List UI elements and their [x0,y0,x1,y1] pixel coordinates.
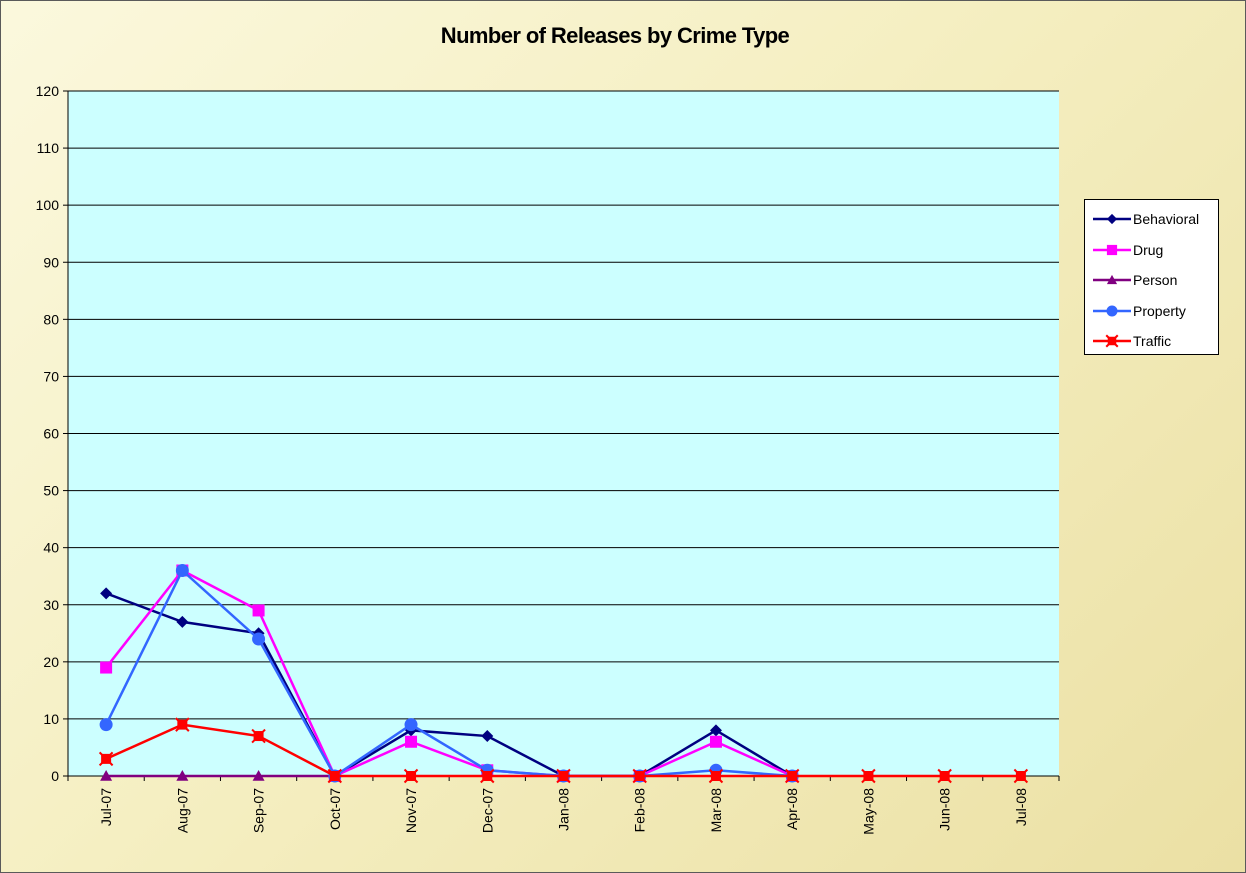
data-point [176,615,189,628]
legend-label: Traffic [1133,333,1172,349]
y-tick-label: 80 [43,311,59,327]
y-tick-label: 90 [43,254,59,270]
data-point [100,770,113,781]
legend-item: Person [1091,269,1217,291]
data-point [252,632,266,646]
chart-title: Number of Releases by Crime Type [440,23,790,48]
legend-label: Drug [1133,241,1164,258]
legend-item: Property [1091,300,1217,322]
y-tick-label: 110 [37,140,60,156]
x-tick-label: Apr-08 [784,788,800,830]
legend-label: Person [1133,272,1178,288]
x-tick-label: Dec-07 [479,788,495,833]
legend-swatch [1093,213,1131,225]
data-point [632,768,647,784]
data-point [403,768,419,784]
y-tick-label: 30 [43,597,59,613]
data-point [252,604,265,617]
data-point [937,768,952,784]
data-point [251,728,266,744]
data-point [175,717,190,732]
series-line [104,568,793,778]
x-tick-label: Nov-07 [403,788,419,833]
legend: Behavioral Drug Person Property Traffic [1084,199,1219,355]
legend-swatch [1093,334,1131,348]
data-point [709,735,722,748]
y-tick-label: 40 [43,540,59,556]
data-point [404,718,418,732]
x-tick-labels: Jul-07 Aug-07 Sep-07 Oct-07 Nov-07 Dec-07 Jan-… [98,788,1029,835]
legend-label: Property [1133,302,1186,319]
data-point [405,735,418,748]
data-point [784,768,800,784]
data-point [1106,304,1118,317]
legend-item: Traffic [1091,330,1217,352]
y-tick-label: 120 [36,83,60,99]
x-tick-label: Jan-08 [556,788,572,831]
legend-swatch [1093,304,1131,317]
y-tick-label: 50 [43,483,59,499]
data-point [1013,768,1029,784]
x-tick-label: May-08 [860,788,876,835]
data-point [709,724,722,737]
data-point [175,564,189,577]
series-layer [98,564,1029,784]
x-tick-label: Sep-07 [251,788,267,833]
series-line [105,592,793,778]
data-point [1106,244,1118,255]
data-point [861,768,876,784]
x-tick-label: Aug-07 [174,788,190,833]
series-traffic [98,717,1029,784]
legend-item: Behavioral [1091,208,1217,230]
legend-swatch [1093,244,1131,255]
x-tick-label: Oct-07 [327,788,343,830]
y-tick-label: 20 [43,654,59,670]
legend-label: Behavioral [1133,211,1200,227]
gridlines [68,90,1059,720]
data-point [480,768,495,784]
data-point [98,751,114,767]
y-tick-label: 10 [43,711,59,727]
y-tick-label: 60 [43,426,59,442]
data-point [100,587,113,600]
x-tick-label: Jul-08 [1013,788,1029,826]
data-point [556,768,571,784]
series-line [105,568,793,778]
data-point [99,718,113,732]
data-point [1105,334,1119,348]
data-point [1106,213,1118,225]
y-tick-label: 70 [43,368,59,384]
x-tick-label: Mar-08 [708,788,724,833]
data-point [481,730,494,743]
legend-item: Drug [1091,239,1217,261]
data-point [176,770,189,781]
y-tick-labels: 0 10 20 30 40 50 60 70 80 90 100 110 120 [36,83,60,784]
data-point [327,768,343,784]
data-point [252,770,265,781]
data-point [100,661,113,674]
y-tick-label: 100 [36,197,60,213]
x-tick-label: Jul-07 [98,788,114,826]
y-tick-label: 0 [51,768,59,784]
x-tick-label: Feb-08 [632,788,648,833]
legend-swatch [1093,274,1131,285]
x-tick-label: Jun-08 [937,788,953,831]
data-point [1106,274,1118,285]
data-point [708,768,724,784]
